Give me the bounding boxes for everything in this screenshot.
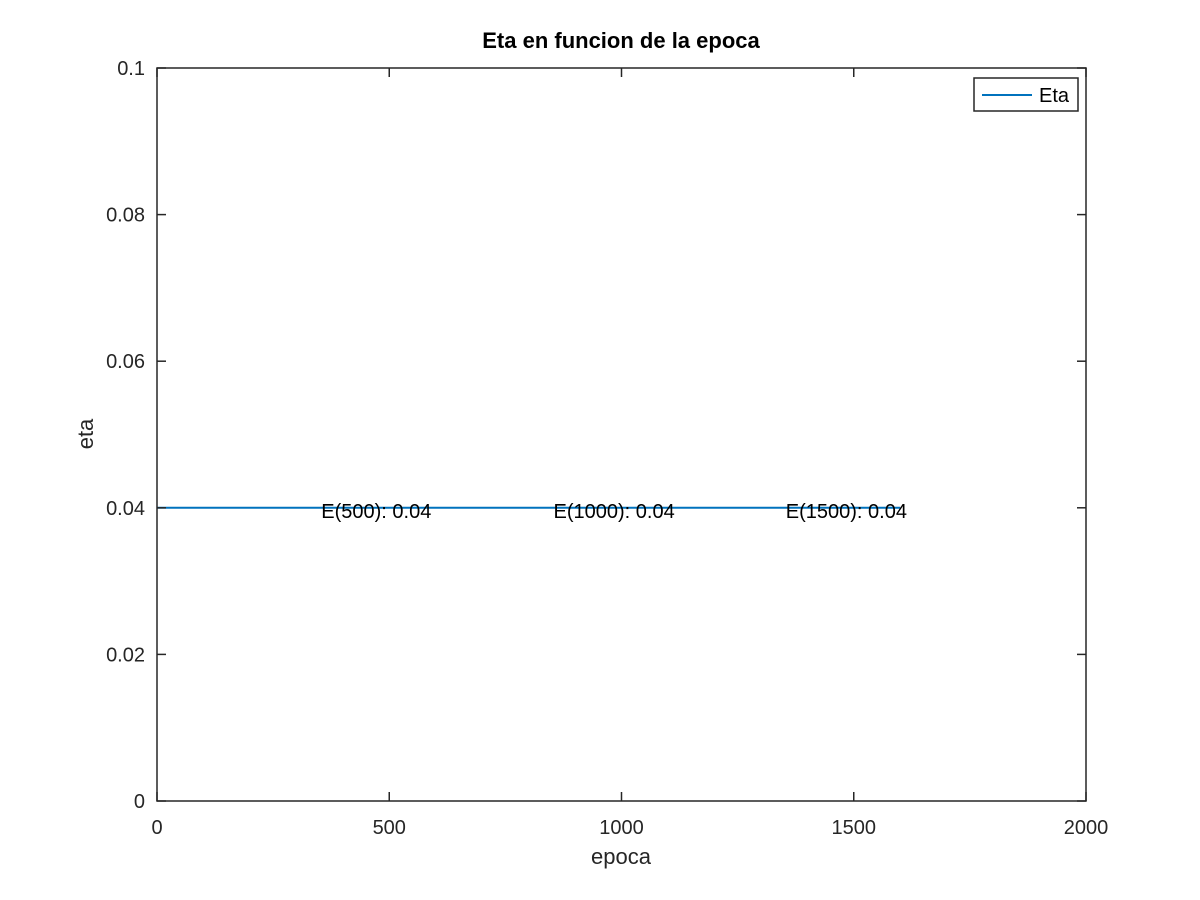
chart-title: Eta en funcion de la epoca bbox=[482, 28, 760, 53]
y-tick-label-2: 0.04 bbox=[106, 498, 145, 520]
annotation-layer: E(500): 0.04 E(1000): 0.04 E(1500): 0.04 bbox=[321, 501, 907, 523]
x-tick-label-0: 0 bbox=[151, 817, 162, 839]
data-label-0: E(500): 0.04 bbox=[321, 501, 431, 523]
y-tick-label-1: 0.02 bbox=[106, 644, 145, 666]
legend: Eta bbox=[973, 77, 1079, 112]
x-tick-label-3: 1500 bbox=[832, 817, 877, 839]
plot-area bbox=[157, 68, 1086, 801]
x-axis-title: epoca bbox=[591, 844, 652, 869]
y-tick-label-3: 0.06 bbox=[106, 351, 145, 373]
plot-background bbox=[157, 68, 1086, 801]
y-axis-title: eta bbox=[73, 418, 98, 449]
x-tick-label-2: 1000 bbox=[599, 817, 644, 839]
legend-label: Eta bbox=[1039, 85, 1070, 107]
x-tick-label-1: 500 bbox=[373, 817, 406, 839]
tick-layer: 0 500 1000 1500 2000 0 0.02 0.04 0.06 0.08 0.1 bbox=[106, 58, 1108, 839]
y-tick-label-0: 0 bbox=[134, 791, 145, 813]
data-label-2: E(1500): 0.04 bbox=[786, 501, 907, 523]
y-tick-label-4: 0.08 bbox=[106, 205, 145, 227]
x-tick-label-4: 2000 bbox=[1064, 817, 1109, 839]
y-tick-label-5: 0.1 bbox=[117, 58, 145, 80]
data-label-1: E(1000): 0.04 bbox=[554, 501, 675, 523]
